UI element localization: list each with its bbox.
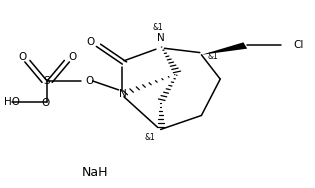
Text: HO: HO	[4, 97, 20, 107]
Text: S: S	[44, 76, 50, 86]
Text: O: O	[85, 76, 94, 86]
Text: O: O	[41, 98, 50, 108]
Text: &1: &1	[207, 52, 218, 61]
Text: O: O	[18, 52, 26, 62]
Text: &1: &1	[152, 23, 163, 32]
Text: Cl: Cl	[293, 40, 303, 51]
Text: N: N	[157, 33, 164, 43]
Text: &1: &1	[144, 133, 155, 142]
Text: O: O	[86, 37, 94, 47]
Polygon shape	[201, 42, 247, 55]
Text: NaH: NaH	[82, 166, 108, 179]
Text: N: N	[118, 89, 126, 99]
Text: O: O	[68, 52, 76, 62]
